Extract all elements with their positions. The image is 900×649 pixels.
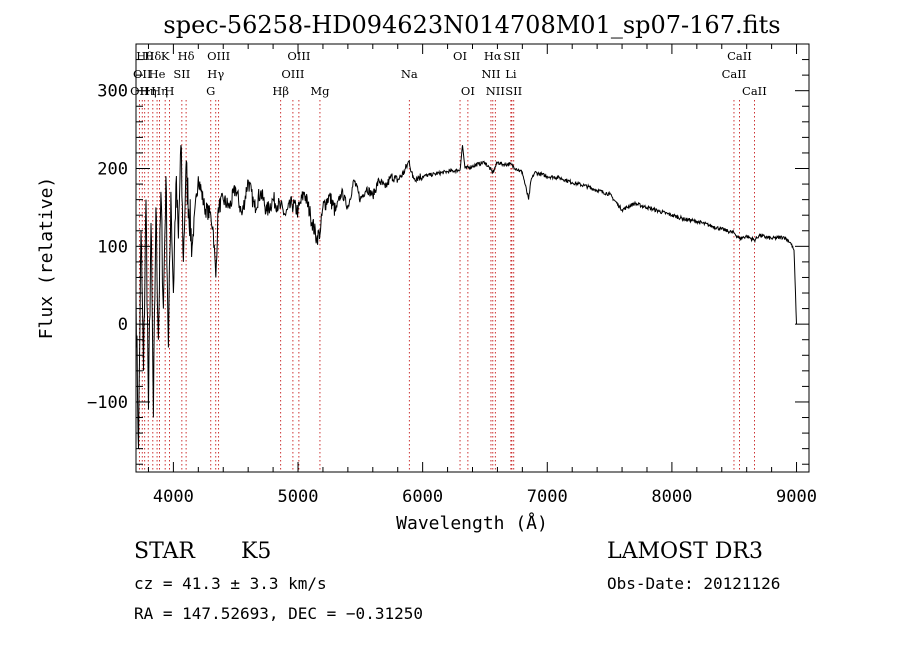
x-tick-label-9000: 9000 bbox=[776, 487, 817, 507]
redshift-value: cz = 41.3 ± 3.3 km/s bbox=[134, 574, 327, 593]
spectral-line-label-11: G bbox=[206, 84, 215, 98]
spectral-line-label-20: OI bbox=[461, 84, 475, 98]
spectral-line-label-28: CaII bbox=[727, 49, 752, 63]
spectral-line-label-26: SII bbox=[505, 84, 522, 98]
object-subclass: K5 bbox=[241, 539, 272, 564]
spectral-line-label-19: OI bbox=[453, 49, 467, 63]
spectral-line-label-12: Hγ bbox=[207, 67, 224, 81]
spectral-line-label-5: He bbox=[149, 67, 166, 81]
spectral-line-label-22: Hα bbox=[484, 49, 502, 63]
spectral-line-label-14: Hβ bbox=[272, 84, 289, 98]
x-tick-label-8000: 8000 bbox=[651, 487, 692, 507]
spectral-line-label-9: SII bbox=[173, 67, 190, 81]
spectral-line-label-18: Na bbox=[401, 67, 418, 81]
object-class: STAR bbox=[134, 539, 195, 564]
coordinates: RA = 147.52693, DEC = −0.31250 bbox=[134, 604, 423, 623]
y-tick-label-300: 300 bbox=[97, 82, 128, 102]
spectral-line-label-7: K bbox=[161, 49, 170, 63]
spectral-line-label-8: H bbox=[164, 84, 174, 98]
spectral-line-label-25: SII bbox=[503, 49, 520, 63]
spectral-line-label-10: Hδ bbox=[178, 49, 195, 63]
spectral-line-label-4: Hδ bbox=[144, 49, 161, 63]
x-tick-label-6000: 6000 bbox=[402, 487, 443, 507]
spectral-line-label-29: CaII bbox=[742, 84, 767, 98]
x-axis-label: Wavelength (Å) bbox=[396, 512, 548, 534]
observation-date: Obs-Date: 20121126 bbox=[607, 574, 781, 593]
spectral-line-label-17: Mg bbox=[310, 84, 330, 98]
spectral-line-markers: OIIOIIHθHηHδHeHηKHSIIHδGHγOIIIHβOIIIOIII… bbox=[130, 49, 767, 472]
y-tick-label-200: 200 bbox=[97, 160, 128, 180]
spectral-line-label-21: NII bbox=[481, 67, 500, 81]
spectral-line-label-15: OIII bbox=[281, 67, 304, 81]
spectral-line-label-1: OII bbox=[133, 67, 152, 81]
spectral-line-label-6: Hη bbox=[151, 84, 168, 98]
spectrum-series-line bbox=[135, 145, 797, 449]
spectrum-chart: spec-56258-HD094623N014708M01_sp07-167.f… bbox=[36, 11, 817, 534]
y-axis-label: Flux (relative) bbox=[36, 177, 57, 340]
y-tick-label-100: 100 bbox=[97, 237, 128, 257]
y-tick-label-0: 0 bbox=[118, 315, 128, 335]
spectral-line-label-16: OIII bbox=[287, 49, 310, 63]
survey-name: LAMOST DR3 bbox=[607, 539, 763, 564]
spectral-line-label-13: OIII bbox=[207, 49, 230, 63]
spectral-line-label-27: CaII bbox=[722, 67, 747, 81]
spectral-line-label-24: Li bbox=[505, 67, 517, 81]
plot-frame bbox=[135, 43, 810, 473]
x-tick-label-7000: 7000 bbox=[527, 487, 568, 507]
x-tick-label-4000: 4000 bbox=[153, 487, 194, 507]
x-tick-label-5000: 5000 bbox=[278, 487, 319, 507]
axis-ticks: 4000 5000 6000 7000 8000 9000 −100 0 100 200 300 bbox=[87, 44, 817, 507]
spectral-line-label-23: NII bbox=[486, 84, 505, 98]
chart-title: spec-56258-HD094623N014708M01_sp07-167.f… bbox=[163, 11, 780, 39]
y-tick-label--100: −100 bbox=[87, 393, 128, 413]
